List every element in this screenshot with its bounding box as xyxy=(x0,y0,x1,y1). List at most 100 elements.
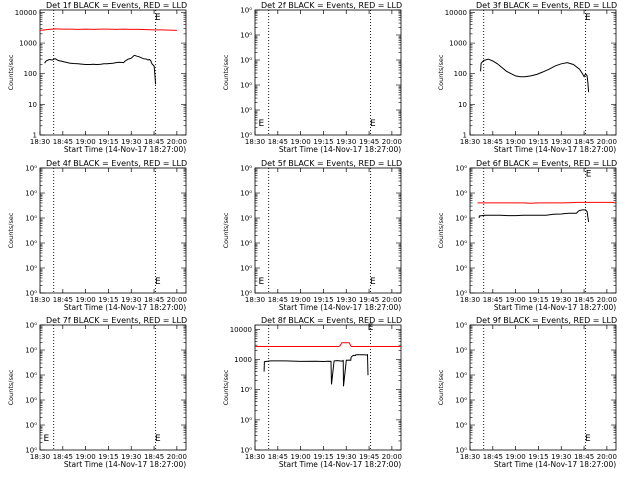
panel-title: Det 4f BLACK = Events, RED = LLD xyxy=(46,159,187,168)
y-tick-label: 10⁰ xyxy=(455,190,467,198)
y-tick-label: 100 xyxy=(24,70,37,78)
x-tick-label: 19:00 xyxy=(291,138,311,146)
x-tick-label: 20:00 xyxy=(167,138,187,146)
panel-title: Det 3f BLACK = Events, RED = LLD xyxy=(476,1,617,10)
x-tick-label: 19:00 xyxy=(506,296,526,304)
x-tick-label: 19:45 xyxy=(359,453,379,461)
x-tick-label: 18:45 xyxy=(574,138,594,146)
series-events-line xyxy=(480,58,590,93)
y-tick-label: 10⁰ xyxy=(240,215,252,223)
y-tick-label: 10⁰ xyxy=(455,165,467,173)
x-tick-label: 18:30 xyxy=(30,453,50,461)
x-tick-label: 18:30 xyxy=(30,296,50,304)
x-tick-label: 18:30 xyxy=(245,138,265,146)
plot-frame xyxy=(39,9,187,136)
x-tick-label: 19:30 xyxy=(121,138,141,146)
plot-frame xyxy=(39,167,187,294)
panel-title: Det 1f BLACK = Events, RED = LLD xyxy=(46,1,187,10)
x-tick-label: 19:00 xyxy=(506,138,526,146)
x-tick-label: 20:00 xyxy=(382,138,402,146)
x-tick-label: 20:00 xyxy=(167,296,187,304)
x-axis-label: Start Time (14-Nov-17 18:27:00) xyxy=(64,460,186,469)
x-tick-label: 19:00 xyxy=(76,453,96,461)
y-tick-label: 10 xyxy=(28,101,37,109)
y-tick-label: 10⁰ xyxy=(25,397,37,405)
panel-title: Det 9f BLACK = Events, RED = LLD xyxy=(476,316,617,325)
x-tick-label: 19:30 xyxy=(336,138,356,146)
plot-frame xyxy=(254,167,402,294)
x-tick-label: 19:30 xyxy=(551,296,571,304)
y-tick-label: 10⁰ xyxy=(240,240,252,248)
x-tick-label: 18:45 xyxy=(53,296,73,304)
x-tick-label: 18:45 xyxy=(483,296,503,304)
x-tick-label: 18:45 xyxy=(268,296,288,304)
series-lld-line xyxy=(255,342,401,347)
plot-frame xyxy=(469,167,617,294)
y-tick-label: 10⁰ xyxy=(25,422,37,430)
y-axis-label: Counts/sec xyxy=(222,369,230,405)
y-tick-label: 10⁰ xyxy=(240,107,252,115)
y-tick-label: 10⁰ xyxy=(455,290,467,298)
x-tick-label: 18:30 xyxy=(245,296,265,304)
x-tick-label: 19:00 xyxy=(291,296,311,304)
x-tick-label: 18:30 xyxy=(460,453,480,461)
x-axis-label: Start Time (14-Nov-17 18:27:00) xyxy=(494,145,616,154)
x-tick-label: 18:45 xyxy=(268,138,288,146)
y-tick-label: 10⁰ xyxy=(240,416,252,424)
panel-2: Det 2f BLACK = Events, RED = LLD 18:30 18:… xyxy=(222,1,402,154)
x-tick-label: 19:15 xyxy=(98,138,118,146)
x-tick-label: 19:15 xyxy=(528,138,548,146)
panel-title: Det 6f BLACK = Events, RED = LLD xyxy=(476,159,617,168)
x-tick-label: 18:45 xyxy=(268,453,288,461)
x-axis-label: Start Time (14-Nov-17 18:27:00) xyxy=(279,460,401,469)
left-marker: E xyxy=(259,119,265,129)
annotation-mark: E xyxy=(585,434,591,444)
y-tick-label: 10⁰ xyxy=(455,347,467,355)
y-axis-label: Counts/sec xyxy=(437,212,445,248)
x-tick-label: 20:00 xyxy=(167,453,187,461)
y-tick-label: 10⁰ xyxy=(240,7,252,15)
x-tick-label: 19:00 xyxy=(76,138,96,146)
x-tick-label: 19:15 xyxy=(528,296,548,304)
y-tick-label: 10⁰ xyxy=(25,290,37,298)
panel-title: Det 8f BLACK = Events, RED = LLD xyxy=(261,316,402,325)
y-tick-label: 10⁰ xyxy=(25,215,37,223)
x-tick-label: 18:30 xyxy=(245,453,265,461)
y-tick-label: 10⁰ xyxy=(240,290,252,298)
y-tick-label: 10⁰ xyxy=(25,347,37,355)
x-tick-label: 19:30 xyxy=(551,453,571,461)
y-tick-label: 10⁰ xyxy=(240,32,252,40)
x-tick-label: 18:45 xyxy=(574,296,594,304)
x-tick-label: 20:00 xyxy=(597,138,617,146)
y-axis-label: Counts/sec xyxy=(7,212,15,248)
x-tick-label: 20:00 xyxy=(597,296,617,304)
y-tick-label: 10⁰ xyxy=(25,240,37,248)
y-tick-label: 10⁰ xyxy=(455,322,467,330)
y-tick-label: 1000 xyxy=(234,356,252,364)
panel-title: Det 7f BLACK = Events, RED = LLD xyxy=(46,316,187,325)
x-tick-label: 18:45 xyxy=(144,453,164,461)
x-tick-label: 18:45 xyxy=(483,138,503,146)
y-tick-label: 10⁰ xyxy=(240,190,252,198)
y-tick-label: 10⁰ xyxy=(240,386,252,394)
y-tick-label: 1000 xyxy=(449,40,467,48)
panel-title: Det 5f BLACK = Events, RED = LLD xyxy=(261,159,402,168)
left-marker: E xyxy=(259,277,265,287)
x-tick-label: 18:30 xyxy=(30,138,50,146)
y-axis-label: Counts/sec xyxy=(7,54,15,90)
panel-8: Det 8f BLACK = Events, RED = LLD 18:30 18:… xyxy=(222,316,402,469)
x-tick-label: 18:45 xyxy=(144,296,164,304)
x-tick-label: 19:15 xyxy=(98,296,118,304)
y-tick-label: 10⁰ xyxy=(240,82,252,90)
y-tick-label: 10000 xyxy=(230,326,252,334)
x-tick-label: 18:45 xyxy=(53,453,73,461)
y-tick-label: 10 xyxy=(458,101,467,109)
series-events-line xyxy=(478,209,590,222)
y-tick-label: 10⁰ xyxy=(240,447,252,455)
plot-frame xyxy=(39,324,187,451)
